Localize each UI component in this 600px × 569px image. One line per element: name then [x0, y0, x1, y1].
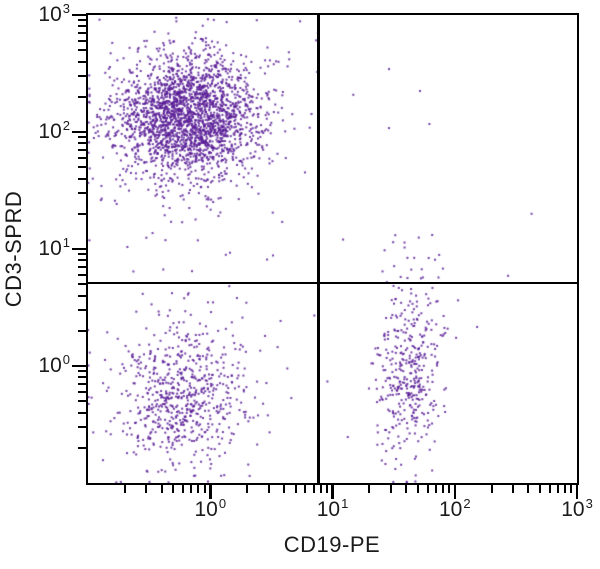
x-axis-major-tick [331, 485, 334, 499]
tick-label-10e3: 103 [38, 1, 70, 26]
y-axis-minor-tick [78, 25, 86, 28]
x-axis-minor-tick [197, 485, 200, 493]
tick-label-10e0: 100 [194, 496, 227, 521]
tick-label-10e1: 101 [316, 496, 349, 521]
x-axis-minor-tick [246, 485, 249, 493]
y-axis-minor-tick [78, 192, 86, 195]
scatter-dots-canvas [88, 15, 577, 483]
y-axis-minor-tick [78, 294, 86, 297]
tick-label-10e1: 101 [38, 235, 70, 260]
y-axis-major-tick [72, 364, 86, 368]
y-axis-minor-tick [78, 329, 86, 332]
y-axis-minor-tick [78, 253, 86, 256]
x-axis-major-tick [453, 485, 456, 499]
x-axis-minor-tick [294, 485, 297, 493]
y-axis-minor-tick [78, 283, 86, 286]
y-axis-minor-tick [78, 400, 86, 403]
y-axis-major-tick [72, 130, 86, 134]
x-axis-minor-tick [172, 485, 175, 493]
x-axis-title: CD19-PE [283, 532, 381, 557]
y-axis-minor-tick [78, 177, 86, 180]
x-axis-minor-tick [527, 485, 530, 493]
y-axis-minor-tick [78, 259, 86, 262]
quadrant-gate-vertical-line [317, 15, 320, 483]
y-axis-minor-tick [78, 273, 86, 276]
y-axis-minor-tick [78, 39, 86, 42]
y-axis-minor-tick [78, 309, 86, 312]
y-axis-minor-tick [78, 370, 86, 373]
y-axis-minor-tick [78, 136, 86, 139]
x-axis-minor-tick [405, 485, 408, 493]
tick-label-10e0: 100 [38, 352, 70, 377]
x-axis-minor-tick [304, 485, 307, 493]
x-axis-minor-tick [319, 485, 322, 493]
tick-label-10e3: 103 [561, 496, 593, 521]
y-axis-minor-tick [78, 49, 86, 52]
x-axis-major-tick [209, 485, 212, 499]
y-axis-minor-tick [78, 376, 86, 379]
y-axis-minor-tick [78, 142, 86, 145]
x-axis-minor-tick [434, 485, 437, 493]
y-axis-major-tick [72, 13, 86, 17]
y-axis-minor-tick [78, 411, 86, 414]
y-axis-major-tick [72, 247, 86, 251]
y-axis-minor-tick [78, 446, 86, 449]
x-axis-minor-tick [182, 485, 185, 493]
x-axis-minor-tick [203, 485, 206, 493]
y-axis-minor-tick [78, 390, 86, 393]
x-axis-minor-tick [160, 485, 163, 493]
y-axis-minor-tick [78, 266, 86, 269]
x-axis-minor-tick [557, 485, 560, 493]
y-axis-minor-tick [78, 75, 86, 78]
x-axis-minor-tick [548, 485, 551, 493]
y-axis-minor-tick [78, 383, 86, 386]
x-axis-minor-tick [368, 485, 371, 493]
x-axis-minor-tick [416, 485, 419, 493]
y-axis-minor-tick [78, 156, 86, 159]
x-axis-minor-tick [564, 485, 567, 493]
y-axis-minor-tick [78, 426, 86, 429]
tick-label-10e2: 102 [438, 496, 471, 521]
x-axis-minor-tick [312, 485, 315, 493]
x-axis-minor-tick [512, 485, 515, 493]
x-axis-minor-tick [490, 485, 493, 493]
y-axis-minor-tick [78, 212, 86, 215]
y-axis-title: CD3-SPRD [1, 190, 26, 308]
x-axis-minor-tick [190, 485, 193, 493]
x-axis-minor-tick [441, 485, 444, 493]
x-axis-minor-tick [426, 485, 429, 493]
x-axis-minor-tick [570, 485, 573, 493]
y-axis-minor-tick [78, 166, 86, 169]
x-axis-minor-tick [325, 485, 328, 493]
x-axis-major-tick [575, 485, 579, 499]
x-axis-minor-tick [267, 485, 270, 493]
x-axis-minor-tick [145, 485, 148, 493]
y-axis-minor-tick [78, 60, 86, 63]
y-axis-minor-tick [78, 95, 86, 98]
y-axis-minor-tick [78, 149, 86, 152]
quadrant-gate-horizontal-line [88, 281, 577, 285]
y-axis-minor-tick [78, 32, 86, 35]
x-axis-minor-tick [539, 485, 542, 493]
x-axis-minor-tick [123, 485, 126, 493]
x-axis-minor-tick [282, 485, 285, 493]
x-axis-minor-tick [448, 485, 451, 493]
y-axis-minor-tick [78, 19, 86, 22]
tick-label-10e2: 102 [38, 118, 70, 143]
x-axis-minor-tick [389, 485, 392, 493]
